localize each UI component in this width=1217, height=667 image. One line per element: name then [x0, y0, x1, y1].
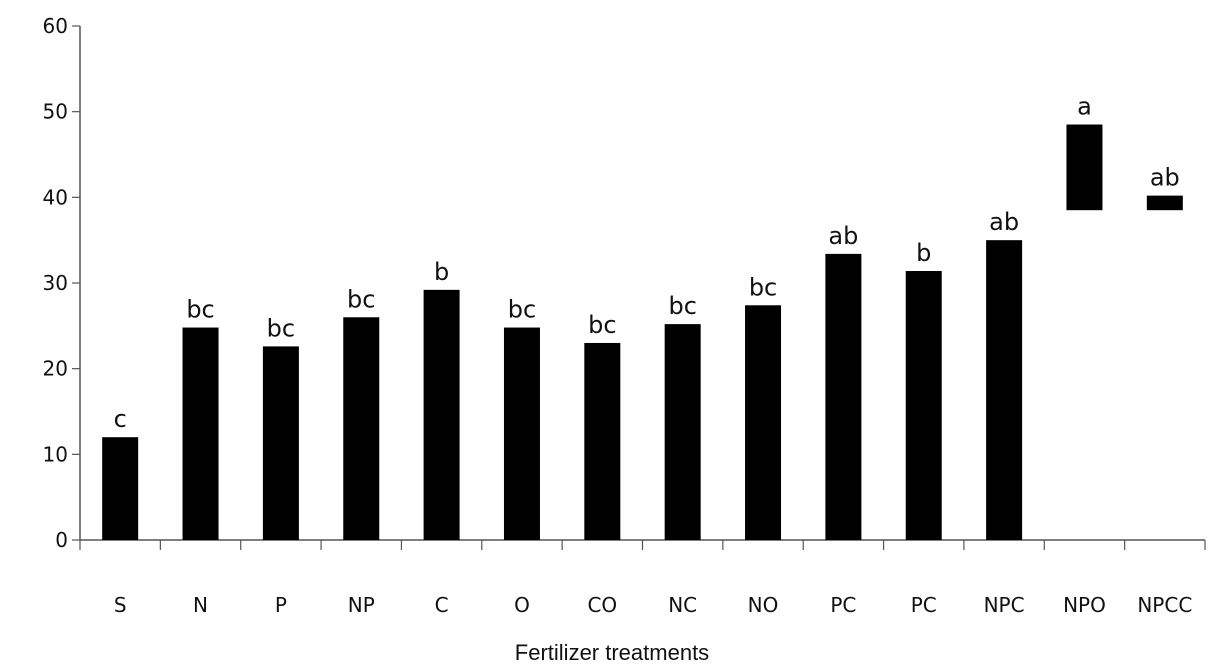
bar: [423, 289, 460, 540]
axes: [79, 26, 1206, 550]
category-label: P: [275, 593, 287, 617]
category-label: NPCC: [1137, 593, 1192, 617]
data-label: b: [916, 239, 931, 267]
y-tick-label: 10: [43, 442, 68, 466]
bar: [905, 271, 942, 540]
data-label: bc: [267, 314, 295, 342]
category-label: CO: [587, 593, 617, 617]
data-label: c: [114, 405, 127, 433]
category-label: PC: [830, 593, 856, 617]
category-label: PC: [911, 593, 937, 617]
bar: [503, 327, 540, 540]
y-tick-label: 20: [43, 357, 68, 381]
category-label: NP: [348, 593, 375, 617]
data-label: bc: [508, 296, 536, 324]
bar: [825, 253, 862, 540]
bar: [102, 437, 139, 540]
bar: [584, 342, 621, 540]
y-tick-label: 30: [43, 271, 68, 295]
data-label: a: [1077, 93, 1092, 121]
category-label: C: [435, 593, 449, 617]
bar: [262, 346, 299, 540]
category-labels: S N P NP C O CO NC NO PC PC NPC NPO NPCC: [114, 593, 1192, 617]
data-label: ab: [828, 222, 858, 250]
bar: [1066, 124, 1103, 211]
category-label: N: [193, 593, 208, 617]
bars: [102, 124, 1183, 540]
y-axis-ticks: 0 10 20 30 40 50 60: [43, 14, 80, 552]
data-label: ab: [989, 208, 1019, 236]
bar: [664, 324, 701, 540]
category-label: NO: [748, 593, 779, 617]
category-label: NC: [668, 593, 697, 617]
bar: [182, 327, 219, 540]
category-label: NPO: [1063, 593, 1106, 617]
bar: [1146, 195, 1183, 211]
bar: [343, 317, 380, 540]
x-axis-title: Fertilizer treatments: [515, 640, 709, 665]
category-label: NPC: [984, 593, 1025, 617]
data-labels: c bc bc bc b bc bc bc bc ab b ab a ab: [114, 93, 1180, 434]
data-label: bc: [749, 273, 777, 301]
y-tick-label: 50: [43, 100, 68, 124]
y-tick-label: 60: [43, 14, 68, 38]
data-label: bc: [668, 292, 696, 320]
category-label: O: [514, 593, 530, 617]
category-label: S: [114, 593, 127, 617]
data-label: bc: [186, 296, 214, 324]
y-tick-label: 40: [43, 185, 68, 209]
data-label: ab: [1150, 164, 1180, 192]
bar: [745, 305, 782, 540]
y-tick-label: 0: [55, 528, 68, 552]
data-label: b: [434, 258, 449, 286]
data-label: bc: [347, 285, 375, 313]
bar: [986, 240, 1023, 540]
data-label: bc: [588, 311, 616, 339]
